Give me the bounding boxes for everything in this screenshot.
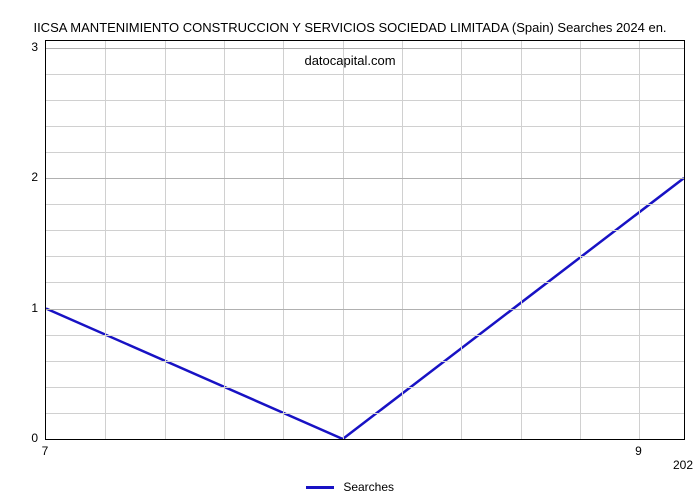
grid-horizontal — [46, 100, 684, 101]
grid-horizontal-major — [46, 48, 684, 49]
y-tick-label: 3 — [8, 40, 38, 54]
plot-area — [45, 40, 685, 440]
x-sub-label: 202 — [673, 458, 693, 472]
legend-swatch — [306, 486, 334, 489]
grid-horizontal — [46, 256, 684, 257]
legend: Searches — [0, 479, 700, 494]
grid-horizontal — [46, 413, 684, 414]
grid-horizontal — [46, 152, 684, 153]
grid-horizontal — [46, 204, 684, 205]
y-tick-label: 2 — [8, 170, 38, 184]
grid-horizontal — [46, 126, 684, 127]
x-tick-label: 7 — [42, 444, 49, 458]
chart-container: IICSA MANTENIMIENTO CONSTRUCCION Y SERVI… — [0, 0, 700, 500]
y-tick-label: 0 — [8, 431, 38, 445]
chart-title-line1: IICSA MANTENIMIENTO CONSTRUCCION Y SERVI… — [33, 20, 666, 35]
y-tick-label: 1 — [8, 301, 38, 315]
grid-horizontal — [46, 335, 684, 336]
grid-horizontal-major — [46, 309, 684, 310]
grid-horizontal-major — [46, 178, 684, 179]
grid-horizontal — [46, 230, 684, 231]
grid-horizontal — [46, 361, 684, 362]
x-tick-label: 9 — [635, 444, 642, 458]
legend-label: Searches — [343, 480, 394, 494]
grid-horizontal — [46, 74, 684, 75]
grid-horizontal — [46, 387, 684, 388]
grid-horizontal — [46, 282, 684, 283]
